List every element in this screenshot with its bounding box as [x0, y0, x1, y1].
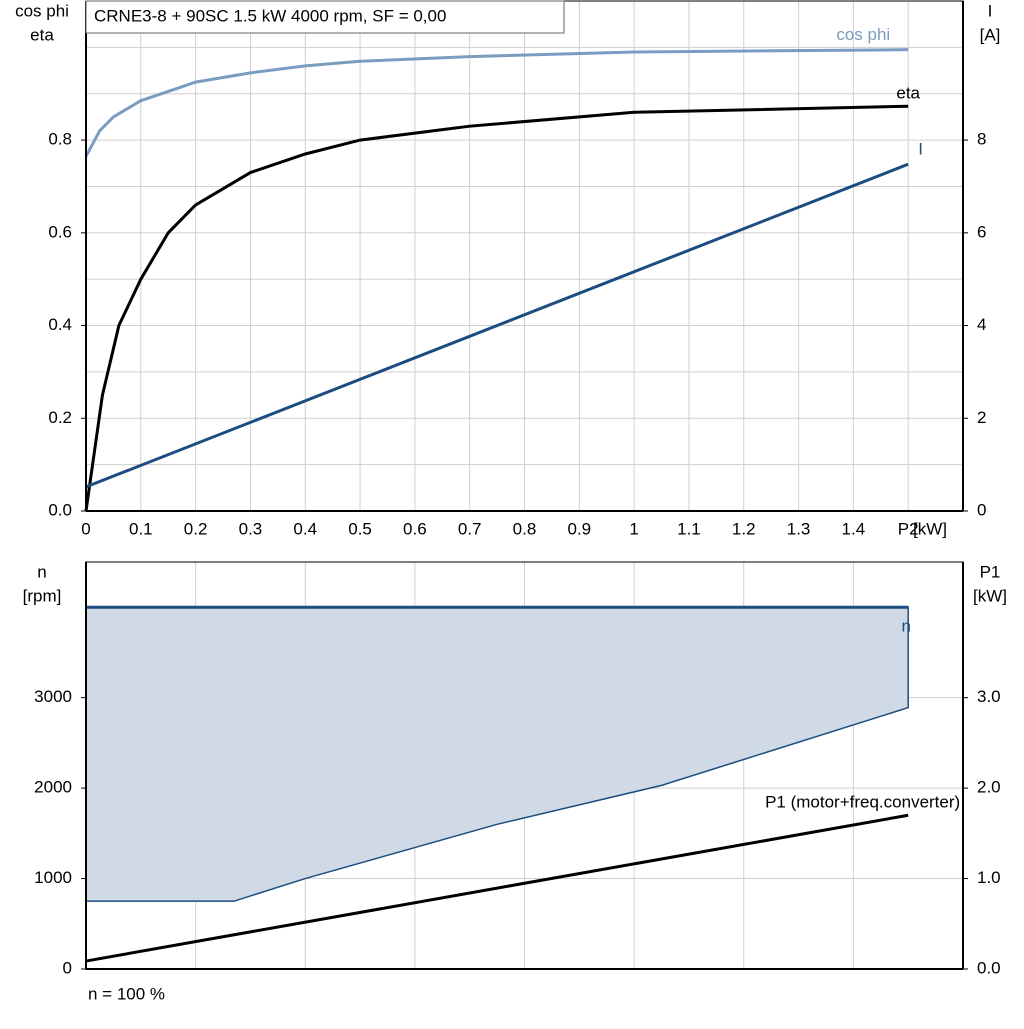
- line: [85, 162, 909, 489]
- x-tick-label: 0.4: [293, 519, 317, 538]
- y-tick-label: 3000: [34, 687, 72, 706]
- x-tick-label: 0.9: [567, 519, 591, 538]
- y-axis-title: cos phi: [15, 1, 69, 20]
- chart-title: CRNE3-8 + 90SC 1.5 kW 4000 rpm, SF = 0,0…: [94, 6, 446, 25]
- y2-tick-label: 3.0: [977, 687, 1001, 706]
- line: [84, 48, 909, 158]
- y-tick-label: 2000: [34, 778, 72, 797]
- line: [84, 104, 909, 512]
- y2-axis-title: [kW]: [973, 586, 1007, 605]
- y-tick-label: 0.0: [48, 500, 72, 519]
- y2-tick-label: 6: [977, 222, 986, 241]
- x-tick-label: 1.2: [732, 519, 756, 538]
- note: n = 100 %: [88, 984, 165, 1003]
- y2-tick-label: 1.0: [977, 868, 1001, 887]
- y-axis-title: n: [37, 562, 46, 581]
- title-box: [85, 0, 565, 34]
- series-label: cos phi: [836, 25, 890, 44]
- x-tick-label: 0.6: [403, 519, 427, 538]
- y-axis-title: [rpm]: [23, 586, 62, 605]
- y-tick-label: 0.6: [48, 222, 72, 241]
- x-axis-title: [kW]: [913, 519, 947, 538]
- y2-tick-label: 2: [977, 408, 986, 427]
- y2-tick-label: 8: [977, 130, 986, 149]
- series-label: eta: [896, 84, 920, 103]
- y2-tick-label: 0.0: [977, 958, 1001, 977]
- x-tick-label: 1.1: [677, 519, 701, 538]
- y-tick-label: 0.4: [48, 315, 72, 334]
- y-tick-label: 0.8: [48, 130, 72, 149]
- y2-axis-title: P1: [980, 562, 1001, 581]
- y2-tick-label: 0: [977, 500, 986, 519]
- series-label: n: [901, 617, 910, 636]
- x-tick-label: 0: [81, 519, 90, 538]
- x-tick-label: 0.1: [129, 519, 153, 538]
- x-tick-label: 0.3: [239, 519, 263, 538]
- x-tick-label: 0.8: [513, 519, 537, 538]
- series-label: P1 (motor+freq.converter): [765, 793, 960, 812]
- y-tick-label: 0: [63, 958, 72, 977]
- x-tick-label: 1.4: [842, 519, 866, 538]
- x-tick-label: 0.5: [348, 519, 372, 538]
- line: [85, 813, 909, 963]
- y2-axis-title: I: [988, 1, 993, 20]
- y2-tick-label: 2.0: [977, 778, 1001, 797]
- x-tick-label: P2: [898, 519, 919, 538]
- y-axis-title: eta: [30, 25, 54, 44]
- y-tick-label: 1000: [34, 868, 72, 887]
- x-tick-label: 0.2: [184, 519, 208, 538]
- y-tick-label: 0.2: [48, 408, 72, 427]
- series-label: I: [918, 140, 923, 159]
- y2-tick-label: 4: [977, 315, 986, 334]
- x-tick-label: 1.3: [787, 519, 811, 538]
- y2-axis-title: [A]: [980, 25, 1001, 44]
- x-tick-label: 0.7: [458, 519, 482, 538]
- x-tick-label: 1: [629, 519, 638, 538]
